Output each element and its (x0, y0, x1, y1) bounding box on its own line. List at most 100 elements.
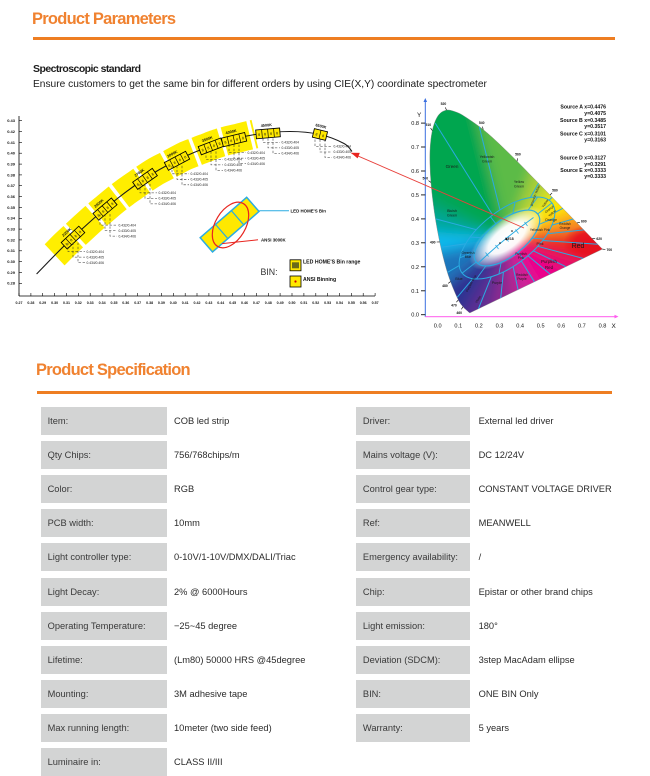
svg-text:0.48: 0.48 (265, 301, 272, 305)
svg-text:0.434/0.406: 0.434/0.406 (248, 162, 266, 166)
svg-text:560: 560 (515, 153, 521, 157)
svg-text:BIN:: BIN: (261, 267, 278, 277)
svg-text:0.51: 0.51 (300, 301, 307, 305)
svg-text:0.31: 0.31 (63, 301, 70, 305)
svg-text:0.432/0.404: 0.432/0.404 (159, 191, 177, 195)
svg-text:0.0: 0.0 (434, 324, 442, 330)
svg-text:0.432/0.404: 0.432/0.404 (334, 145, 352, 149)
svg-text:0.32: 0.32 (7, 237, 16, 242)
svg-text:540: 540 (479, 121, 485, 125)
svg-text:0.434/0.406: 0.434/0.406 (119, 234, 137, 238)
svg-text:Purplish: Purplish (541, 259, 557, 264)
svg-text:0.40: 0.40 (7, 151, 16, 156)
svg-text:8: 8 (264, 132, 266, 136)
svg-text:0.433/0.405: 0.433/0.405 (159, 197, 177, 201)
svg-text:0.37: 0.37 (7, 183, 16, 188)
svg-text:0.46: 0.46 (241, 301, 248, 305)
svg-text:0.0: 0.0 (411, 313, 419, 319)
svg-text:Pink: Pink (518, 256, 525, 260)
svg-text:Green: Green (447, 214, 457, 218)
svg-text:0.37: 0.37 (134, 301, 141, 305)
svg-text:0.33: 0.33 (87, 301, 94, 305)
svg-text:700: 700 (606, 248, 612, 252)
svg-text:0.434/0.406: 0.434/0.406 (334, 156, 352, 160)
svg-text:8: 8 (258, 133, 260, 137)
svg-text:0.1: 0.1 (411, 289, 419, 295)
svg-text:Green: Green (482, 160, 492, 164)
svg-text:0.432/0.404: 0.432/0.404 (225, 158, 243, 162)
svg-text:0.35: 0.35 (7, 205, 16, 210)
svg-text:0.34: 0.34 (99, 301, 106, 305)
svg-text:0.38: 0.38 (146, 301, 153, 305)
svg-text:Orange: Orange (560, 226, 571, 230)
svg-text:0.29: 0.29 (39, 301, 46, 305)
svg-text:Source B x=0.3485: Source B x=0.3485 (560, 118, 606, 124)
svg-text:8: 8 (276, 131, 278, 135)
svg-text:0.30: 0.30 (51, 301, 58, 305)
svg-text:Purple: Purple (517, 277, 526, 281)
svg-text:y=0.3163: y=0.3163 (584, 138, 606, 144)
svg-text:0.32: 0.32 (75, 301, 82, 305)
svg-text:0.432/0.404: 0.432/0.404 (191, 172, 209, 176)
svg-text:0.5: 0.5 (411, 193, 419, 199)
svg-text:0.34: 0.34 (7, 216, 16, 221)
svg-text:ANSI Binning: ANSI Binning (303, 277, 336, 283)
svg-text:0.55: 0.55 (348, 301, 355, 305)
svg-text:0.8: 0.8 (411, 121, 419, 127)
svg-text:0.42: 0.42 (194, 301, 201, 305)
svg-text:600: 600 (581, 220, 587, 224)
svg-text:0.434/0.406: 0.434/0.406 (159, 202, 177, 206)
svg-text:y=0.4075: y=0.4075 (584, 111, 606, 117)
svg-text:Bluish: Bluish (447, 209, 457, 213)
svg-text:LED HOME'S Bin: LED HOME'S Bin (291, 208, 327, 213)
svg-text:0.53: 0.53 (324, 301, 331, 305)
svg-text:0.41: 0.41 (7, 140, 16, 145)
svg-text:Pink: Pink (537, 242, 544, 246)
svg-text:0.5: 0.5 (537, 324, 545, 330)
svg-text:0.433/0.405: 0.433/0.405 (87, 255, 105, 259)
svg-text:0.40: 0.40 (170, 301, 177, 305)
svg-text:460: 460 (456, 311, 462, 315)
svg-text:0.434/0.406: 0.434/0.406 (191, 183, 209, 187)
svg-text:Source D x=0.3127: Source D x=0.3127 (560, 156, 606, 162)
svg-text:0.6: 0.6 (411, 169, 419, 175)
svg-text:0.433/0.405: 0.433/0.405 (282, 146, 300, 150)
svg-text:0.4: 0.4 (516, 324, 524, 330)
svg-text:0.7: 0.7 (578, 324, 586, 330)
svg-text:Blue: Blue (465, 255, 472, 259)
svg-text:Source E x=0.3333: Source E x=0.3333 (560, 168, 606, 174)
svg-text:0.3: 0.3 (496, 324, 504, 330)
svg-text:580: 580 (552, 188, 558, 192)
svg-text:520: 520 (441, 102, 447, 106)
svg-text:0.2: 0.2 (411, 265, 419, 271)
svg-text:0.43: 0.43 (7, 118, 16, 123)
svg-text:Blue: Blue (455, 277, 462, 281)
svg-text:0.434/0.406: 0.434/0.406 (87, 261, 105, 265)
svg-text:0.39: 0.39 (158, 301, 165, 305)
svg-text:510: 510 (425, 123, 431, 127)
svg-text:Red: Red (572, 243, 585, 250)
svg-text:4500K: 4500K (261, 123, 273, 128)
svg-text:0.29: 0.29 (7, 270, 16, 275)
svg-text:Red: Red (545, 265, 554, 270)
svg-text:0.433/0.405: 0.433/0.405 (225, 163, 243, 167)
svg-text:0.4: 0.4 (411, 217, 419, 223)
svg-text:0.432/0.404: 0.432/0.404 (119, 223, 137, 227)
svg-text:0.433/0.405: 0.433/0.405 (248, 156, 266, 160)
svg-text:Yellowish Pink: Yellowish Pink (530, 228, 551, 232)
svg-text:Green: Green (514, 185, 524, 189)
svg-text:0.2: 0.2 (475, 324, 483, 330)
svg-text:y=0.3333: y=0.3333 (584, 174, 606, 180)
svg-text:Yellowish: Yellowish (480, 155, 495, 159)
svg-text:0.433/0.405: 0.433/0.405 (191, 178, 209, 182)
svg-text:0.56: 0.56 (360, 301, 367, 305)
svg-text:0.432/0.404: 0.432/0.404 (87, 250, 105, 254)
svg-text:0.45: 0.45 (229, 301, 236, 305)
svg-text:Green: Green (446, 164, 459, 169)
svg-text:0.38: 0.38 (7, 172, 16, 177)
svg-text:ANSI 3000K: ANSI 3000K (261, 238, 286, 243)
svg-text:0.39: 0.39 (7, 162, 16, 167)
svg-text:0.432/0.404: 0.432/0.404 (248, 151, 266, 155)
svg-text:0.52: 0.52 (312, 301, 319, 305)
svg-text:Yellow: Yellow (514, 180, 525, 184)
